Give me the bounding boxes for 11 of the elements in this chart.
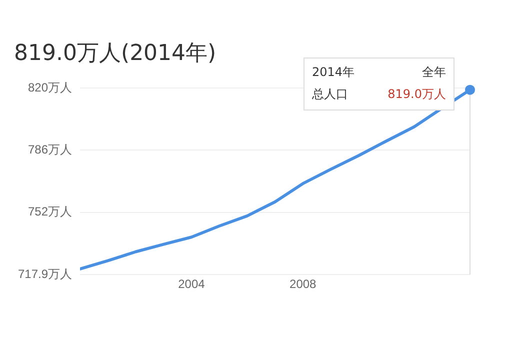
x-tick-label: 2008 [290,277,317,292]
text: 全年 [422,65,446,80]
chart-title: 819.0万人(2014年) [14,40,216,68]
text: 2014年 [312,65,355,80]
y-tick-label: 752万人 [28,204,72,219]
annotation: 总人口 [311,87,348,102]
annotation: 819.0万人 [388,87,446,102]
x-tick-label: 2004 [178,277,206,292]
y-tick-label: 820万人 [28,80,72,94]
y-tick-label: 786万人 [28,142,72,156]
y-tick-label: 717.9万人 [18,266,72,281]
